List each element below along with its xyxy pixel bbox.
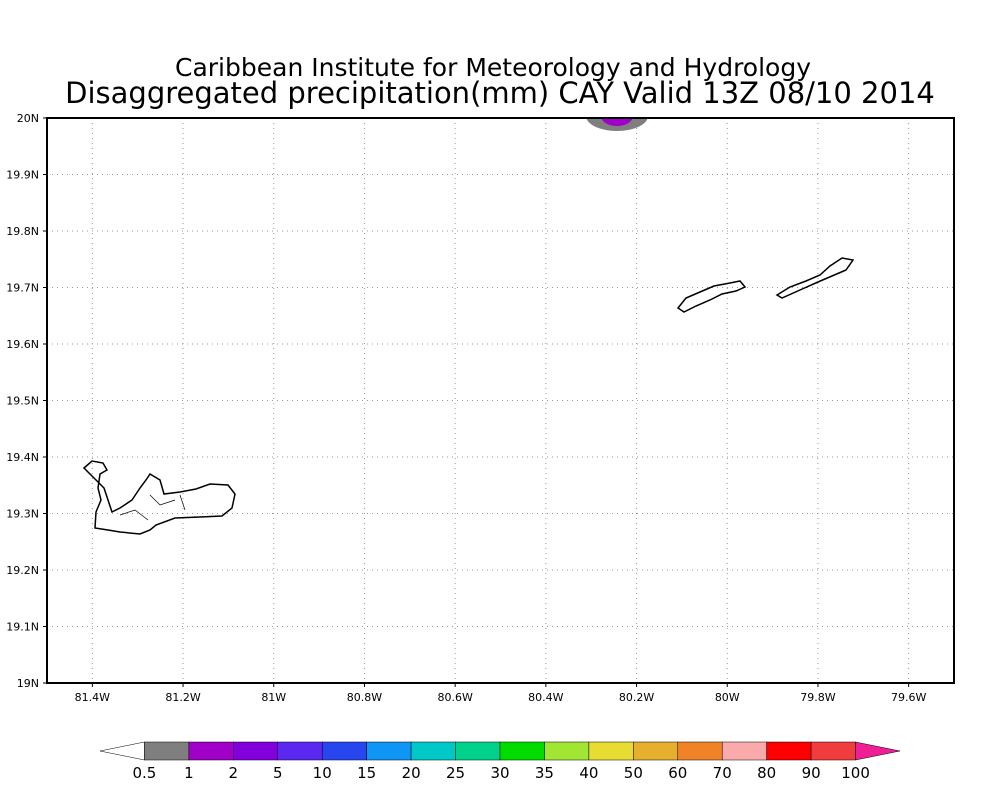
colorbar-box — [677, 741, 723, 761]
colorbar-arrow — [99, 741, 145, 761]
y-tick-label: 19.5N — [6, 395, 39, 408]
title: Caribbean Institute for Meteorology and … — [175, 53, 811, 82]
colorbar-label: 80 — [757, 764, 776, 782]
x-tick-label: 80W — [715, 691, 740, 704]
colorbar-label: 15 — [357, 764, 376, 782]
colorbar-box — [277, 741, 323, 761]
little-cayman — [676, 280, 747, 313]
colorbar-label: 20 — [402, 764, 421, 782]
plot-frame — [46, 117, 955, 684]
x-tick-label: 79.6W — [891, 691, 926, 704]
y-tick-label: 19.8N — [6, 225, 39, 238]
colorbar-box — [499, 741, 545, 761]
islands — [82, 257, 855, 535]
colorbar-label: 2 — [229, 764, 239, 782]
y-tick-label: 19.3N — [6, 508, 39, 521]
y-tick-label: 19N — [17, 677, 39, 690]
colorbar: 0.5 1 2 5 10 15 20 25 30 35 40 50 60 70 80 90 100 — [99, 741, 901, 782]
precip-area — [586, 118, 648, 131]
colorbar-box — [544, 741, 590, 761]
precip-contour — [601, 118, 633, 126]
colorbar-label: 0.5 — [133, 764, 157, 782]
colorbar-label: 10 — [313, 764, 332, 782]
colorbar-box — [721, 741, 767, 761]
x-tick-label: 81.2W — [165, 691, 200, 704]
colorbar-box — [766, 741, 812, 761]
colorbar-label: 25 — [446, 764, 465, 782]
y-tick-label: 19.9N — [6, 169, 39, 182]
colorbar-label: 70 — [713, 764, 732, 782]
colorbar-label: 40 — [579, 764, 598, 782]
colorbar-box — [455, 741, 501, 761]
colorbar-arrow — [855, 741, 901, 761]
colorbar-box — [321, 741, 367, 761]
x-tick-label: 81.4W — [75, 691, 110, 704]
y-tick-label: 19.7N — [6, 282, 39, 295]
colorbar-label: 35 — [535, 764, 554, 782]
district-borders — [119, 494, 186, 521]
y-tick-label: 19.1N — [6, 621, 39, 634]
colorbar-label: 60 — [668, 764, 687, 782]
x-tick-label: 80.4W — [528, 691, 563, 704]
colorbar-label: 100 — [841, 764, 870, 782]
x-tick-label: 80.6W — [437, 691, 472, 704]
x-tick-label: 81W — [261, 691, 286, 704]
colorbar-box — [410, 741, 456, 761]
x-tick-label: 79.8W — [800, 691, 835, 704]
colorbar-label: 90 — [802, 764, 821, 782]
colorbar-label: 50 — [624, 764, 643, 782]
grand-cayman — [82, 460, 236, 535]
colorbar-label: 1 — [184, 764, 194, 782]
colorbar-box — [588, 741, 634, 761]
grid — [43, 117, 954, 687]
colorbar-box — [188, 741, 234, 761]
x-tick-label: 80.2W — [619, 691, 654, 704]
y-tick-label: 20N — [17, 112, 39, 125]
colorbar-box — [633, 741, 679, 761]
y-tick-label: 19.4N — [6, 451, 39, 464]
colorbar-label: 5 — [273, 764, 283, 782]
colorbar-box — [144, 741, 190, 761]
x-tick-label: 80.8W — [347, 691, 382, 704]
y-tick-label: 19.6N — [6, 338, 39, 351]
y-tick-label: 19.2N — [6, 564, 39, 577]
colorbar-box — [810, 741, 856, 761]
colorbar-label: 30 — [490, 764, 509, 782]
colorbar-box — [233, 741, 279, 761]
colorbar-box — [366, 741, 412, 761]
subtitle: Disaggregated precipitation(mm) CAY Vali… — [65, 76, 935, 110]
cayman-brac — [775, 257, 855, 299]
